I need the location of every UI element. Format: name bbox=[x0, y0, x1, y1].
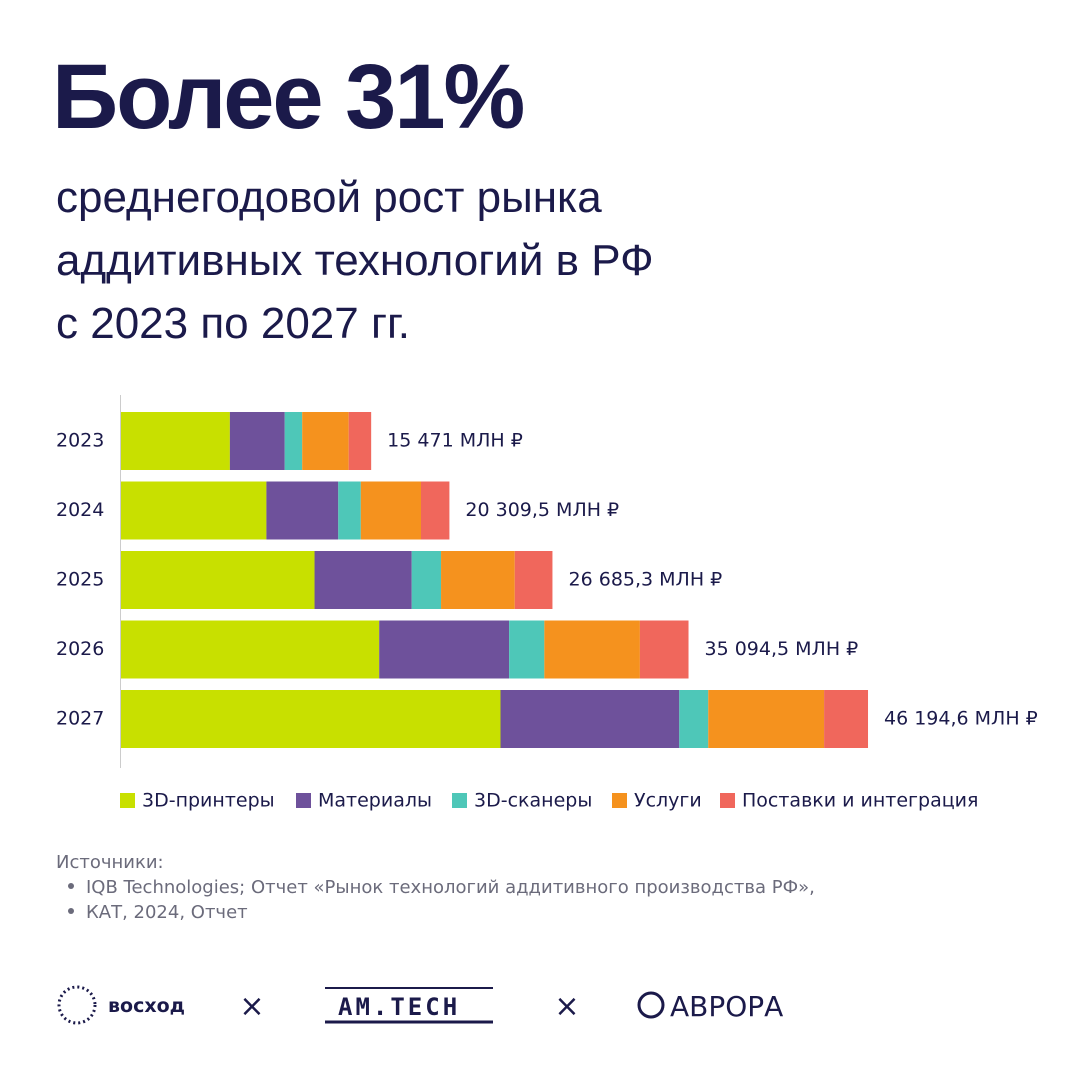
bar-segment bbox=[121, 481, 267, 540]
bar-segment bbox=[348, 412, 372, 470]
logo-avrora: АВРОРА bbox=[637, 990, 783, 1023]
y-tick-label: 2026 bbox=[56, 638, 104, 660]
legend-swatch bbox=[612, 793, 627, 808]
bar-segment bbox=[121, 690, 501, 748]
bar-segment bbox=[314, 551, 412, 609]
y-tick-label: 2025 bbox=[56, 569, 104, 591]
legend-label: Поставки и интеграция bbox=[742, 790, 978, 812]
bar-segment bbox=[284, 412, 303, 470]
bar-segment bbox=[266, 481, 339, 540]
bar-segment bbox=[544, 620, 640, 679]
bar-segment bbox=[360, 481, 421, 540]
total-label: 26 685,3 МЛН ₽ bbox=[569, 569, 723, 591]
legend-swatch bbox=[452, 793, 467, 808]
bar-segment bbox=[121, 620, 380, 679]
total-label: 20 309,5 МЛН ₽ bbox=[465, 499, 619, 521]
bar-segment bbox=[500, 690, 680, 748]
y-tick-label: 2027 bbox=[56, 708, 104, 730]
source: IQB Technologies; Отчет «Рынок технологи… bbox=[86, 877, 815, 898]
bar-segment bbox=[229, 412, 285, 470]
logo-text: восход bbox=[108, 995, 185, 1017]
total-label: 46 194,6 МЛН ₽ bbox=[884, 708, 1038, 730]
total-label: 35 094,5 МЛН ₽ bbox=[705, 638, 859, 660]
legend-label: 3D-сканеры bbox=[474, 790, 592, 812]
bar-segment bbox=[441, 551, 515, 609]
sources-heading: Источники: bbox=[56, 852, 164, 873]
legend-label: 3D-принтеры bbox=[142, 790, 275, 812]
bar-segment bbox=[121, 412, 230, 470]
legend-swatch bbox=[720, 793, 735, 808]
bar-segment bbox=[514, 551, 553, 609]
legend-swatch bbox=[120, 793, 135, 808]
bar-segment bbox=[420, 481, 450, 540]
bar-segment bbox=[302, 412, 349, 470]
logo-amtech: АМ.ТЕСН bbox=[325, 987, 493, 1024]
subtitle: с 2023 по 2027 гг. bbox=[56, 299, 410, 348]
bar-segment bbox=[824, 690, 869, 748]
logo-text: АВРОРА bbox=[670, 990, 783, 1023]
bar-segment bbox=[338, 481, 361, 540]
y-tick-label: 2024 bbox=[56, 499, 104, 521]
legend-label: Услуги bbox=[634, 790, 702, 812]
separator: × bbox=[554, 989, 579, 1024]
legend-label: Материалы bbox=[318, 790, 432, 812]
total-label: 15 471 МЛН ₽ bbox=[387, 430, 523, 452]
title: Более 31% bbox=[52, 46, 523, 148]
bar-segment bbox=[509, 620, 545, 679]
bar-segment bbox=[679, 690, 709, 748]
bar-segment bbox=[121, 551, 315, 609]
subtitle: среднегодовой рост рынка bbox=[56, 173, 602, 222]
bar-segment bbox=[411, 551, 442, 609]
bullet bbox=[68, 908, 74, 914]
bar-segment bbox=[639, 620, 689, 679]
legend-swatch bbox=[296, 793, 311, 808]
subtitle: аддитивных технологий в РФ bbox=[56, 236, 654, 285]
logo-voskhod: восход bbox=[57, 985, 185, 1025]
source: КАТ, 2024, Отчет bbox=[86, 902, 248, 923]
bar-segment bbox=[379, 620, 510, 679]
logo-text: АМ.ТЕСН bbox=[338, 993, 460, 1021]
bullet bbox=[68, 883, 74, 889]
bar-segment bbox=[708, 690, 825, 748]
y-tick-label: 2023 bbox=[56, 430, 104, 452]
separator: × bbox=[239, 989, 264, 1024]
